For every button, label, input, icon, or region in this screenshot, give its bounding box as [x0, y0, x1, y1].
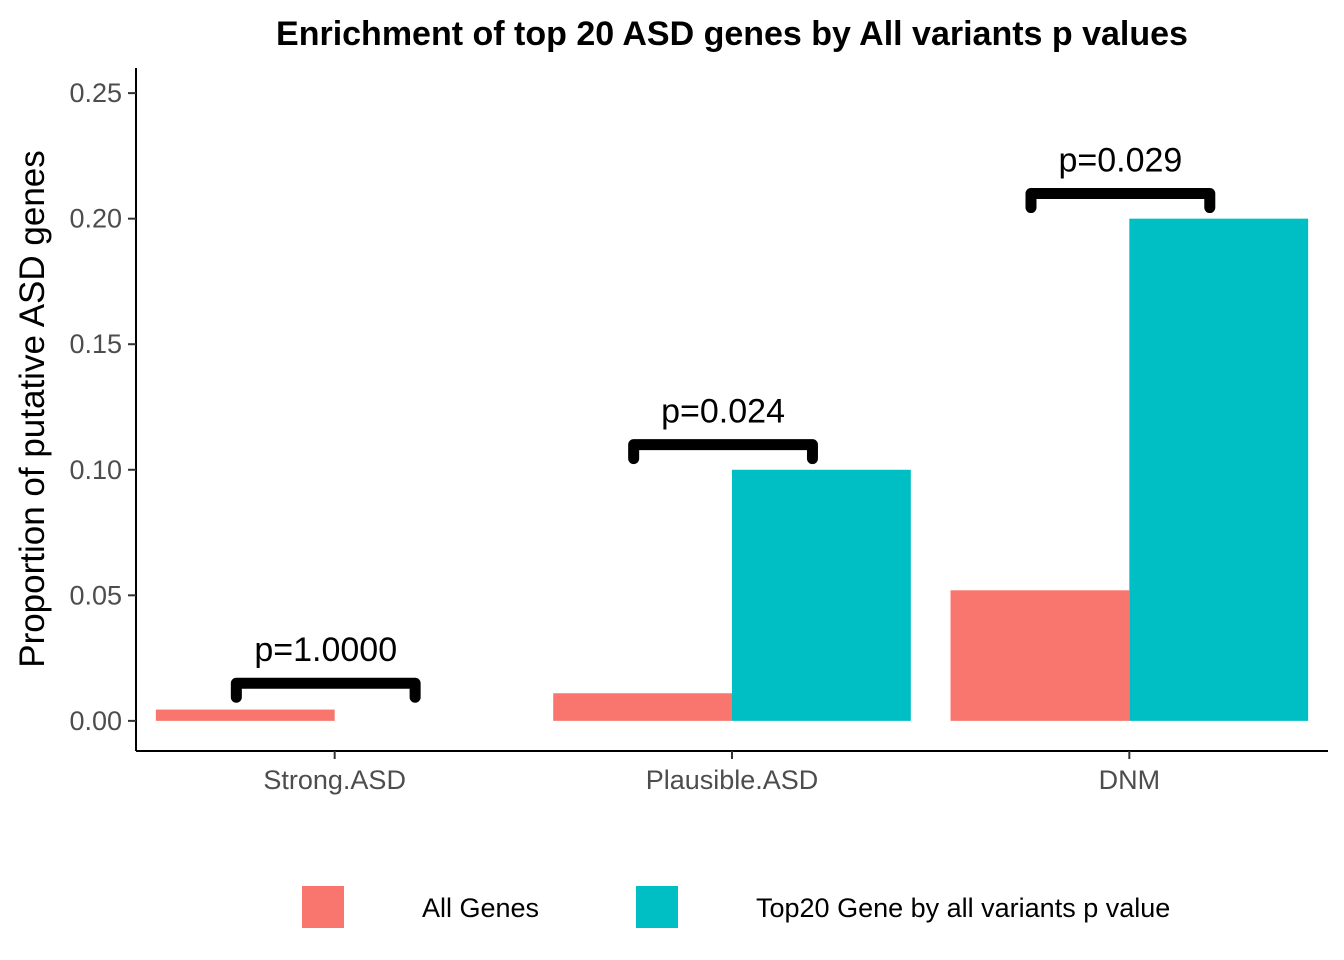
y-tick-label: 0.00: [69, 706, 122, 736]
plot-area: 0.00 0.05 0.10 0.15 0.20 0.25 Strong.ASD Plausi…: [69, 68, 1328, 795]
bar: [155, 709, 335, 721]
y-tick-label: 0.05: [69, 580, 122, 610]
legend: All Genes Top20 Gene by all variants p va…: [302, 886, 1170, 928]
chart-title: Enrichment of top 20 ASD genes by All va…: [276, 15, 1188, 53]
legend-label: All Genes: [422, 893, 539, 923]
legend-swatch: [302, 886, 344, 928]
legend-label: Top20 Gene by all variants p value: [756, 893, 1170, 923]
legend-swatch: [636, 886, 678, 928]
bar: [553, 693, 732, 721]
y-tick-label: 0.15: [69, 329, 122, 359]
y-tick-label: 0.20: [69, 204, 122, 234]
y-tick-label: 0.25: [69, 78, 122, 108]
p-value-label: p=0.024: [661, 393, 785, 431]
significance-bracket: [628, 439, 818, 465]
x-tick-label: Plausible.ASD: [646, 765, 819, 795]
x-tick-label: DNM: [1099, 765, 1161, 795]
p-value-label: p=0.029: [1058, 142, 1182, 180]
bar: [1129, 218, 1309, 721]
significance-bracket: [1025, 188, 1216, 214]
bar: [950, 590, 1130, 721]
significance-bracket: [230, 677, 421, 703]
bar: [732, 469, 911, 721]
x-tick-label: Strong.ASD: [263, 765, 406, 795]
y-tick-label: 0.10: [69, 455, 122, 485]
p-value-label: p=1.0000: [254, 631, 397, 669]
y-axis-label: Proportion of putative ASD genes: [13, 150, 52, 668]
